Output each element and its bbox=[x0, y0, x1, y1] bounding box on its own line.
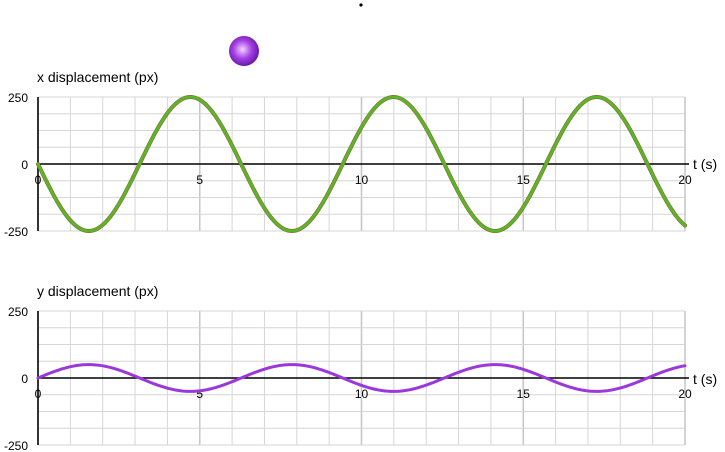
y-chart-grid bbox=[38, 310, 686, 446]
x-chart-axes bbox=[37, 97, 689, 231]
y-chart-title: y displacement (px) bbox=[37, 283, 158, 299]
x-xtick-label: 20 bbox=[678, 173, 692, 187]
y-xtick-label: 0 bbox=[35, 387, 42, 401]
y-chart-xtick-labels: 0 5 10 15 20 bbox=[35, 387, 692, 401]
x-chart-xtick-labels: 0 5 10 15 20 bbox=[35, 173, 692, 187]
x-ytick-label: -250 bbox=[4, 225, 28, 239]
x-ytick-label: 0 bbox=[21, 158, 28, 172]
x-xtick-label: 15 bbox=[517, 173, 531, 187]
y-xtick-label: 10 bbox=[355, 387, 369, 401]
y-xtick-label: 15 bbox=[517, 387, 531, 401]
pivot-point bbox=[359, 3, 363, 7]
y-displacement-chart: y displacement (px) -250 0 250 0 5 10 15 20 t … bbox=[4, 283, 717, 452]
x-chart-xlabel: t (s) bbox=[693, 156, 717, 172]
x-xtick-label: 10 bbox=[355, 173, 369, 187]
y-ytick-label: -250 bbox=[4, 439, 28, 452]
x-chart-series bbox=[36, 95, 687, 233]
y-series-line bbox=[36, 363, 687, 393]
x-xtick-label: 5 bbox=[196, 173, 203, 187]
oscillating-ball[interactable] bbox=[229, 36, 259, 66]
y-ytick-label: 250 bbox=[8, 305, 28, 319]
y-chart-ytick-labels: -250 0 250 bbox=[4, 305, 28, 452]
x-ytick-label: 250 bbox=[8, 91, 28, 105]
y-ytick-label: 0 bbox=[21, 372, 28, 386]
x-chart-ytick-labels: -250 0 250 bbox=[4, 91, 28, 239]
y-xtick-label: 20 bbox=[678, 387, 692, 401]
x-chart-title: x displacement (px) bbox=[37, 69, 158, 85]
y-xtick-label: 5 bbox=[196, 387, 203, 401]
y-chart-series bbox=[36, 363, 687, 393]
y-chart-xlabel: t (s) bbox=[693, 371, 717, 387]
x-series-line bbox=[36, 95, 687, 233]
x-displacement-chart: x displacement (px) -250 0 250 0 5 10 15 20 t … bbox=[4, 69, 717, 239]
x-xtick-label: 0 bbox=[35, 173, 42, 187]
